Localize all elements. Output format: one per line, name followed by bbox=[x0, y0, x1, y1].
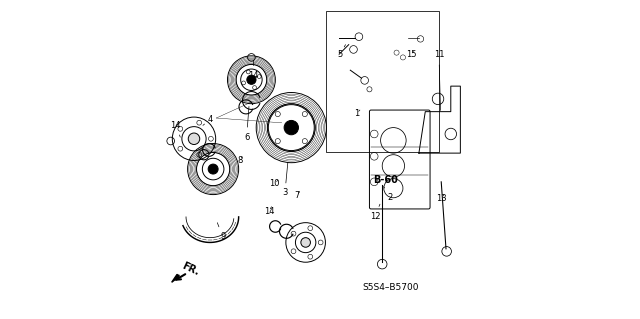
Text: B-60: B-60 bbox=[374, 175, 399, 185]
Text: 7: 7 bbox=[294, 191, 300, 200]
Text: 1: 1 bbox=[354, 109, 360, 118]
Text: FR.: FR. bbox=[180, 261, 201, 278]
Text: 10: 10 bbox=[269, 179, 280, 188]
Text: 14: 14 bbox=[248, 60, 259, 80]
Text: 15: 15 bbox=[406, 50, 416, 59]
Circle shape bbox=[188, 133, 200, 145]
Text: 13: 13 bbox=[436, 194, 447, 203]
Text: 14: 14 bbox=[171, 121, 181, 137]
Text: 5: 5 bbox=[337, 45, 346, 59]
Text: 14: 14 bbox=[264, 207, 274, 216]
Text: 6: 6 bbox=[244, 107, 250, 142]
Bar bbox=[326, 11, 439, 152]
Text: S5S4–B5700: S5S4–B5700 bbox=[362, 283, 419, 292]
Circle shape bbox=[284, 120, 298, 135]
Text: 4: 4 bbox=[203, 115, 212, 125]
Circle shape bbox=[301, 238, 310, 247]
Text: 9: 9 bbox=[218, 223, 225, 241]
Text: 8: 8 bbox=[237, 156, 243, 165]
Polygon shape bbox=[172, 274, 179, 282]
Text: 2: 2 bbox=[384, 187, 392, 202]
Text: 11: 11 bbox=[434, 50, 444, 110]
Circle shape bbox=[247, 75, 256, 84]
Circle shape bbox=[208, 164, 218, 174]
Text: 12: 12 bbox=[370, 204, 380, 221]
Text: 3: 3 bbox=[282, 162, 288, 197]
